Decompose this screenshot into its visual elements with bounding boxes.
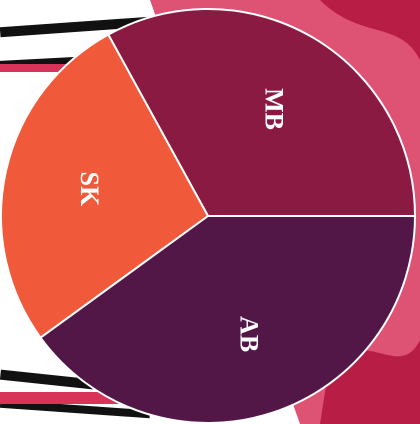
page: {"chart_data": {"type": "pie", "categori… — [0, 0, 420, 424]
slice-label: SK — [75, 172, 104, 207]
slice-label: AB — [234, 316, 263, 352]
slice-label: MB — [259, 88, 288, 130]
chart: MB SK AB — [0, 0, 420, 424]
pie: MB SK AB — [1, 9, 415, 423]
